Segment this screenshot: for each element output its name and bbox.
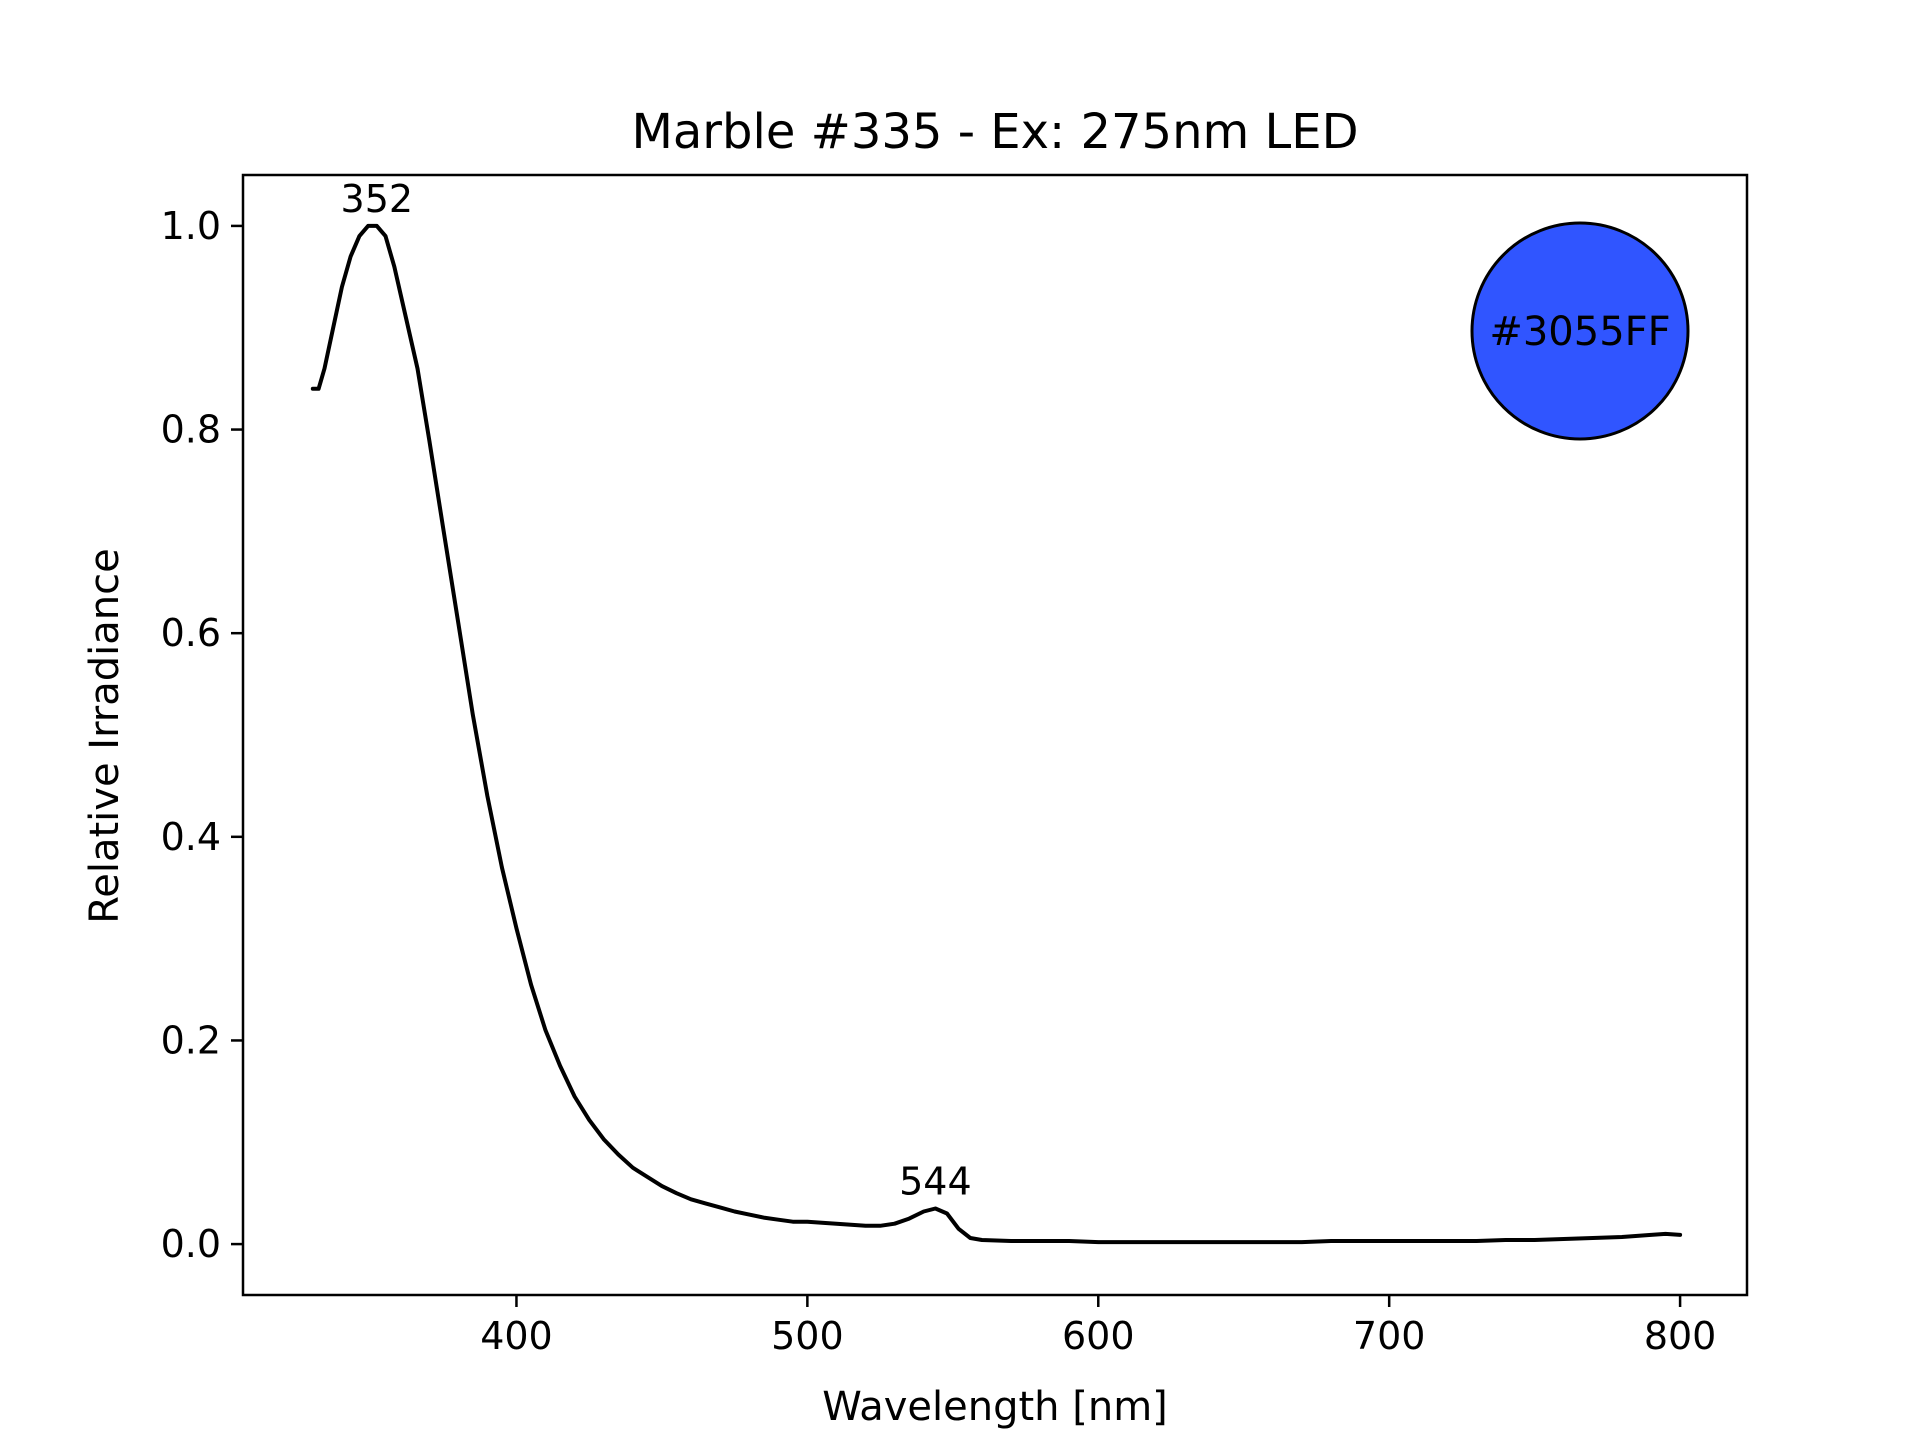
color-swatch-label: #3055FF <box>1489 309 1670 355</box>
y-tick-label: 0.8 <box>161 408 221 452</box>
series-line <box>310 223 1683 1245</box>
color-swatch: #3055FF <box>1470 221 1690 441</box>
y-tick-label: 0.0 <box>161 1222 221 1266</box>
y-tick-label: 0.4 <box>161 815 221 859</box>
axis-ticks: 400 500 600 700 800 0.0 0.2 0.4 0.6 0.8 1.0 <box>161 204 1717 1358</box>
plot-frame <box>241 173 1749 1297</box>
y-tick-label: 1.0 <box>161 204 221 248</box>
x-tick-label: 400 <box>480 1314 553 1358</box>
y-tick-label: 0.2 <box>161 1018 221 1062</box>
x-axis-label: Wavelength [nm] <box>822 1384 1168 1430</box>
chart-title: Marble #335 - Ex: 275nm LED <box>631 104 1358 160</box>
peak-label: 352 <box>341 177 414 221</box>
y-axis-label: Relative Irradiance <box>82 548 128 924</box>
color-swatch-circle <box>1470 221 1690 441</box>
y-tick-label: 0.6 <box>161 611 221 655</box>
x-tick-label: 600 <box>1062 1314 1135 1358</box>
series-layer <box>310 223 1683 1245</box>
x-tick-label: 500 <box>771 1314 844 1358</box>
peak-label: 544 <box>899 1159 972 1203</box>
x-tick-label: 800 <box>1644 1314 1717 1358</box>
annotation-layer: 352 544 <box>341 177 972 1204</box>
x-tick-label: 700 <box>1353 1314 1426 1358</box>
